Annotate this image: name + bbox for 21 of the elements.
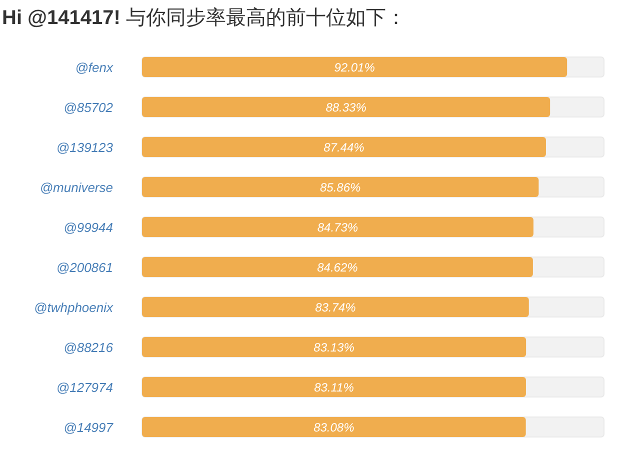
chart-title: Hi @141417! 与你同步率最高的前十位如下： (2, 6, 406, 29)
data-label: 84.62% (317, 260, 358, 274)
data-label: 92.01% (334, 60, 376, 74)
y-tick-label: @88216 (64, 340, 114, 355)
y-tick-label: @muniverse (40, 180, 113, 195)
data-label: 84.73% (317, 220, 358, 234)
data-label: 83.74% (315, 300, 356, 314)
y-tick-label: @85702 (64, 100, 114, 115)
data-label: 83.11% (314, 380, 354, 394)
data-label: 83.08% (314, 420, 355, 434)
y-tick-label: @139123 (56, 140, 114, 155)
y-tick-label: @twhphoenix (34, 300, 114, 315)
data-label: 88.33% (326, 100, 367, 114)
y-tick-label: @fenx (75, 60, 114, 75)
y-tick-label: @14997 (64, 420, 114, 435)
y-tick-label: @200861 (56, 260, 113, 275)
y-tick-label: @99944 (64, 220, 113, 235)
data-label: 87.44% (324, 140, 365, 154)
y-tick-label: @127974 (56, 380, 113, 395)
data-label: 85.86% (320, 180, 362, 194)
data-label: 83.13% (314, 340, 355, 354)
